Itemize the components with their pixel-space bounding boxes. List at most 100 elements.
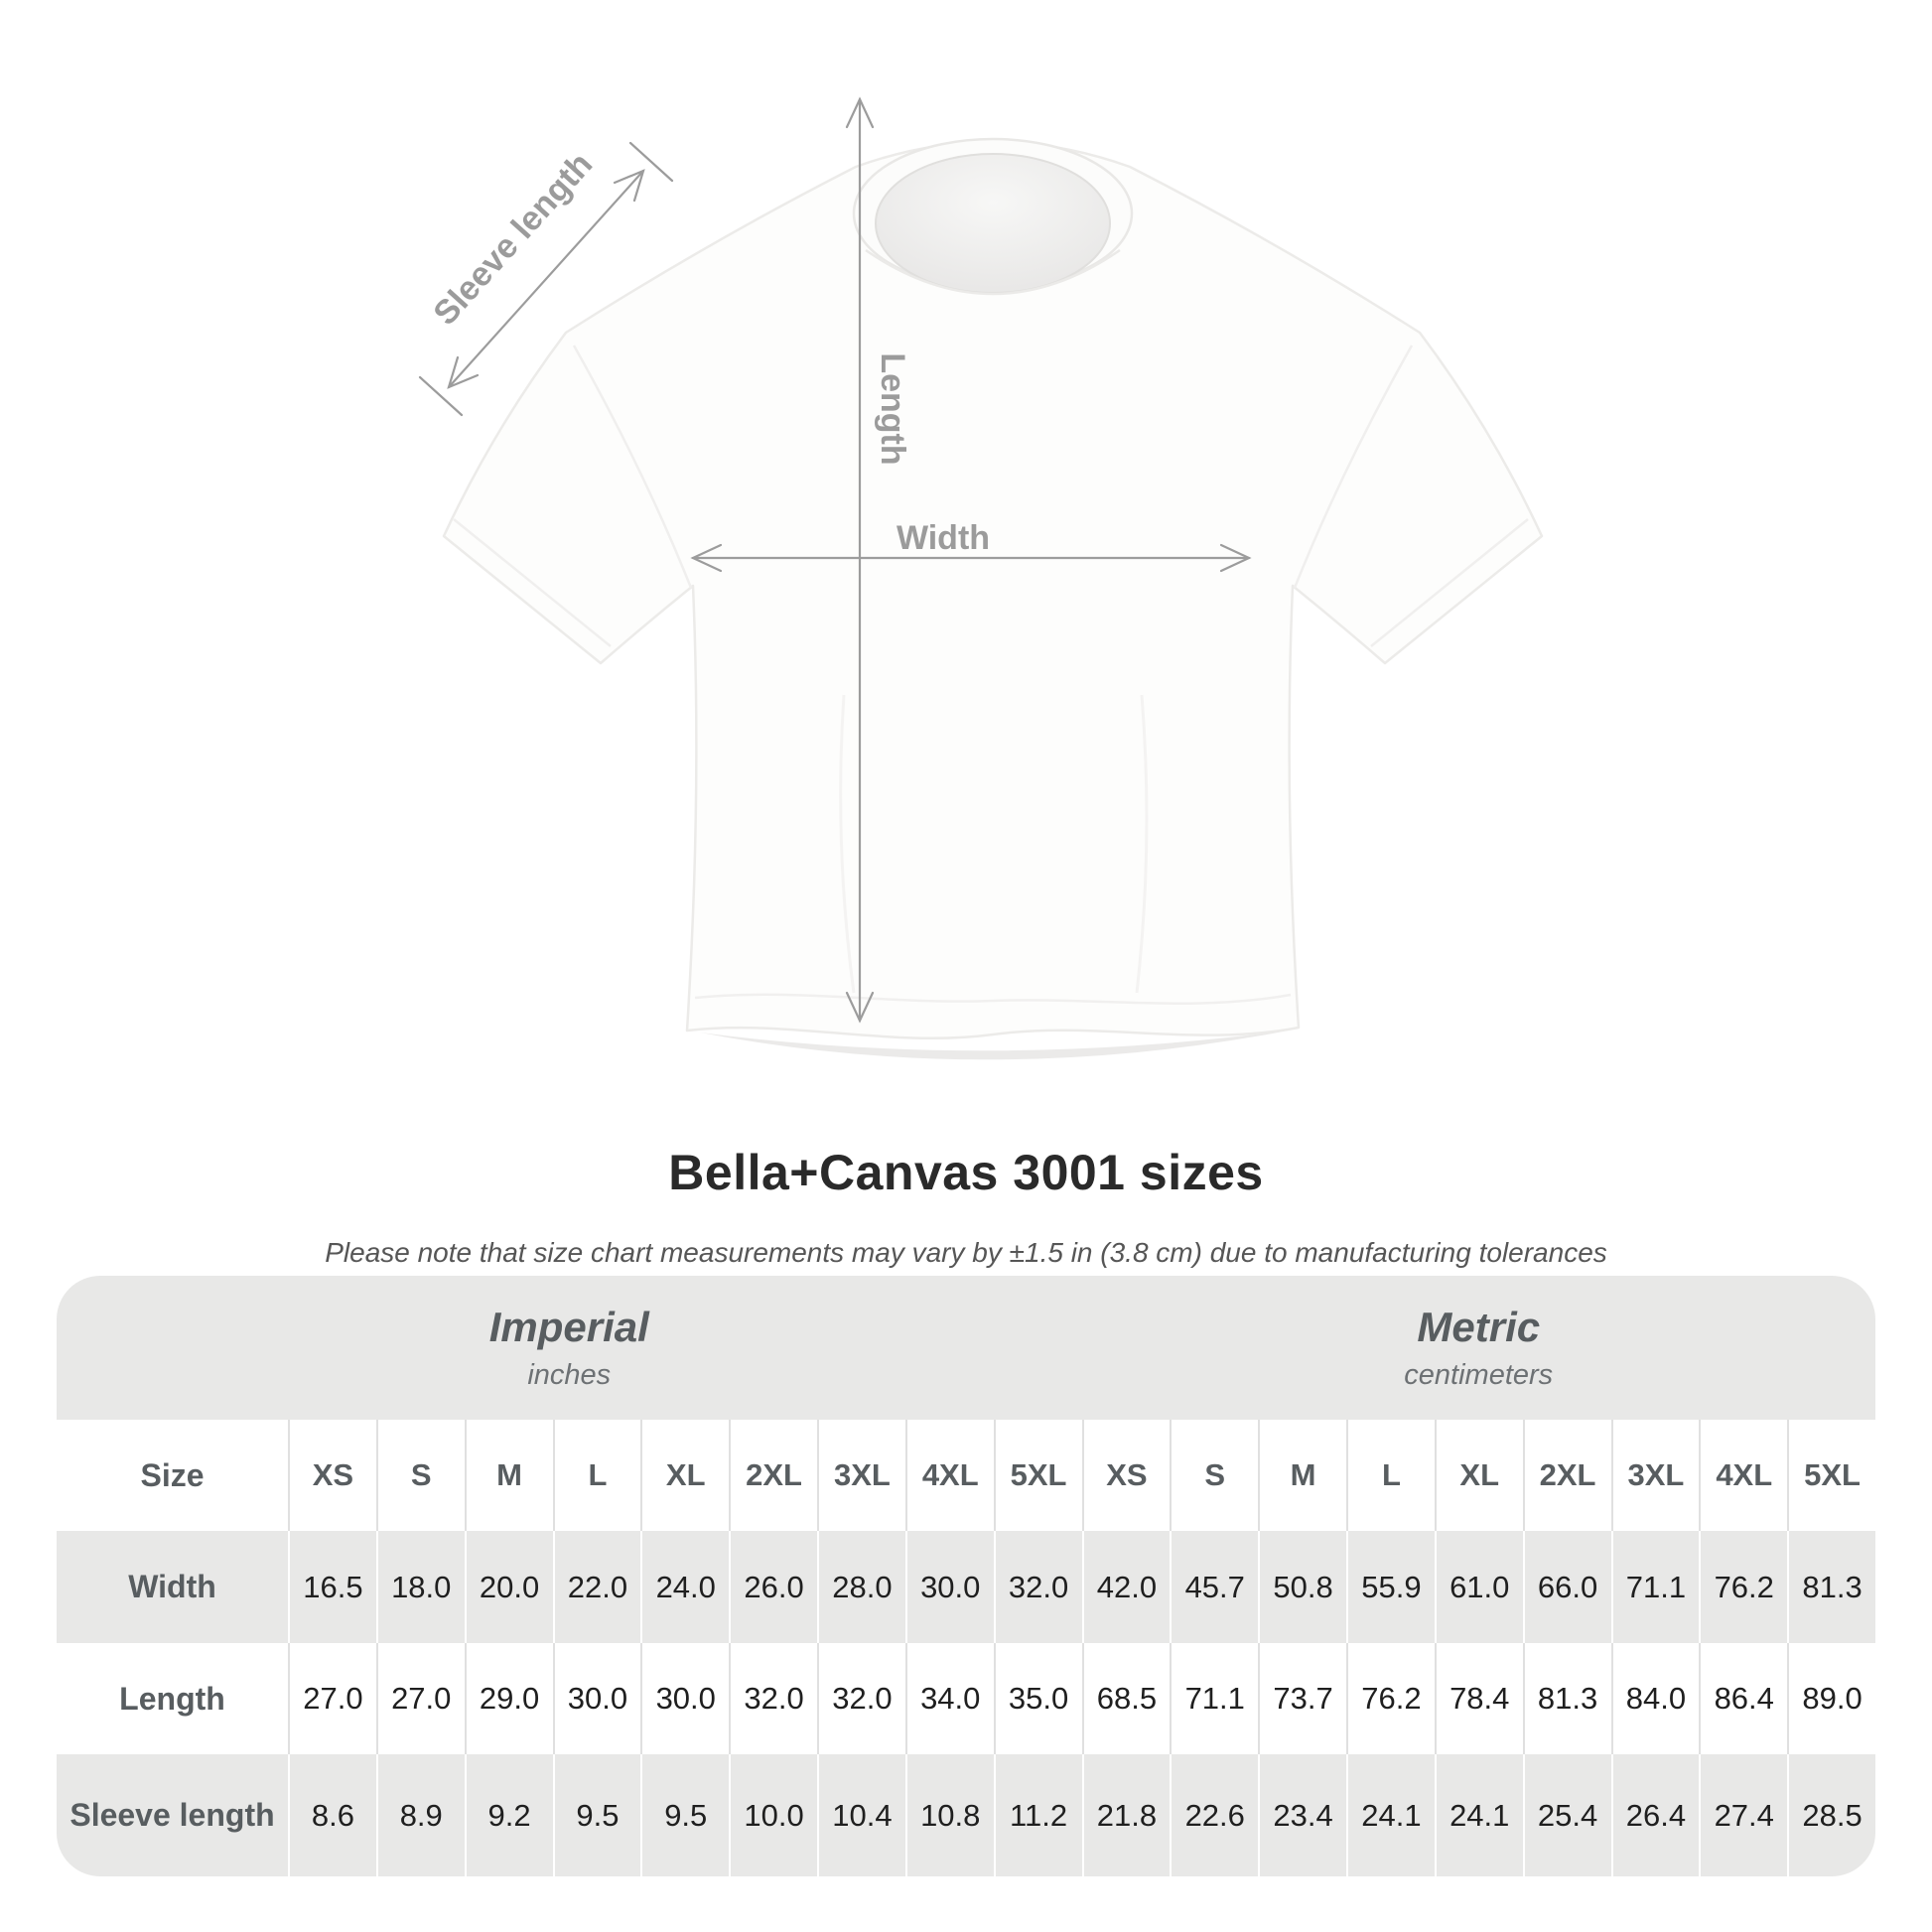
measurement-cell: 66.0 bbox=[1522, 1531, 1611, 1643]
wrinkle-right bbox=[1135, 694, 1149, 994]
hem-fold bbox=[694, 993, 1292, 1005]
measurement-cell: 24.1 bbox=[1434, 1754, 1523, 1876]
size-column-header: Size bbox=[57, 1420, 288, 1531]
measurement-cell: 18.0 bbox=[375, 1531, 465, 1643]
measurement-cell: 55.9 bbox=[1346, 1531, 1435, 1643]
measurement-cell: 34.0 bbox=[904, 1643, 994, 1754]
measurement-cell: 27.0 bbox=[375, 1643, 465, 1754]
measurement-cell: 9.5 bbox=[552, 1754, 641, 1876]
unit-group-imperial-sublabel: inches bbox=[527, 1359, 612, 1391]
measurement-cell: 76.2 bbox=[1346, 1643, 1435, 1754]
measurement-cell: 50.8 bbox=[1258, 1531, 1346, 1643]
measurement-cell: 71.1 bbox=[1170, 1643, 1259, 1754]
tshirt-illustration bbox=[442, 137, 1544, 1060]
measurement-cell: 35.0 bbox=[993, 1643, 1082, 1754]
size-header-cell: XS bbox=[1081, 1420, 1171, 1531]
armhole-seam-right bbox=[1293, 345, 1414, 589]
size-header-cell: L bbox=[1346, 1420, 1435, 1531]
measurement-cell: 28.5 bbox=[1787, 1754, 1875, 1876]
tshirt-diagram: Length Width Sleeve length bbox=[418, 96, 1544, 1060]
measurement-cell: 10.8 bbox=[904, 1754, 994, 1876]
measurement-cell: 25.4 bbox=[1522, 1754, 1611, 1876]
size-header-cell: 4XL bbox=[904, 1420, 994, 1531]
size-header-cell: S bbox=[375, 1420, 465, 1531]
size-header-cell: 3XL bbox=[1610, 1420, 1700, 1531]
measurement-cell: 26.0 bbox=[729, 1531, 817, 1643]
measurement-cell: 22.0 bbox=[552, 1531, 641, 1643]
measurement-cell: 27.4 bbox=[1699, 1754, 1788, 1876]
size-header-cell: XL bbox=[1434, 1420, 1523, 1531]
measurement-cell: 84.0 bbox=[1610, 1643, 1700, 1754]
size-header-cell: L bbox=[552, 1420, 641, 1531]
measurement-cell: 24.0 bbox=[640, 1531, 730, 1643]
width-label: Width bbox=[897, 519, 990, 557]
length-arrow bbox=[845, 96, 875, 1024]
measurement-cell: 11.2 bbox=[993, 1754, 1082, 1876]
measurement-cell: 24.1 bbox=[1346, 1754, 1435, 1876]
unit-group-imperial-label: Imperial bbox=[488, 1304, 649, 1350]
size-header-cell: S bbox=[1170, 1420, 1259, 1531]
measurement-cell: 32.0 bbox=[729, 1643, 817, 1754]
measurement-cell: 81.3 bbox=[1787, 1531, 1875, 1643]
measurement-cell: 22.6 bbox=[1170, 1754, 1259, 1876]
measurement-cell: 10.4 bbox=[817, 1754, 905, 1876]
measurement-cell: 20.0 bbox=[464, 1531, 553, 1643]
measurement-cell: 26.4 bbox=[1610, 1754, 1700, 1876]
unit-group-metric-sublabel: centimeters bbox=[1404, 1359, 1554, 1391]
measurement-cell: 32.0 bbox=[817, 1643, 905, 1754]
size-header-cell: M bbox=[464, 1420, 553, 1531]
page-subtitle: Please note that size chart measurements… bbox=[325, 1237, 1607, 1268]
measurement-cell: 23.4 bbox=[1258, 1754, 1346, 1876]
row-label: Sleeve length bbox=[57, 1754, 288, 1876]
size-header-cell: 3XL bbox=[817, 1420, 905, 1531]
measurement-cell: 78.4 bbox=[1434, 1643, 1523, 1754]
measurement-cell: 73.7 bbox=[1258, 1643, 1346, 1754]
measurement-cell: 9.2 bbox=[464, 1754, 553, 1876]
measurement-cell: 81.3 bbox=[1522, 1643, 1611, 1754]
measurement-cell: 16.5 bbox=[288, 1531, 376, 1643]
size-header-cell: M bbox=[1258, 1420, 1346, 1531]
measurement-cell: 45.7 bbox=[1170, 1531, 1259, 1643]
row-label: Length bbox=[57, 1643, 288, 1754]
size-header-cell: 5XL bbox=[993, 1420, 1082, 1531]
size-header-cell: 5XL bbox=[1787, 1420, 1875, 1531]
measurement-cell: 10.0 bbox=[729, 1754, 817, 1876]
measurement-cell: 21.8 bbox=[1081, 1754, 1171, 1876]
size-header-cell: 2XL bbox=[1522, 1420, 1611, 1531]
unit-group-metric: Metric centimeters bbox=[1081, 1276, 1875, 1420]
tshirt-body bbox=[442, 140, 1544, 1040]
size-header-cell: 4XL bbox=[1699, 1420, 1788, 1531]
unit-group-imperial: Imperial inches bbox=[57, 1276, 1082, 1420]
measurement-cell: 30.0 bbox=[552, 1643, 641, 1754]
width-arrow bbox=[690, 543, 1252, 573]
size-table: Imperial inches Metric centimeters Size … bbox=[57, 1276, 1875, 1876]
measurement-cell: 86.4 bbox=[1699, 1643, 1788, 1754]
collar-opening bbox=[875, 153, 1111, 294]
page-title: Bella+Canvas 3001 sizes bbox=[668, 1145, 1264, 1200]
measurement-cell: 30.0 bbox=[640, 1643, 730, 1754]
wrinkle-left bbox=[839, 694, 856, 994]
measurement-cell: 27.0 bbox=[288, 1643, 376, 1754]
collar-seam bbox=[865, 248, 1121, 296]
measurement-cell: 9.5 bbox=[640, 1754, 730, 1876]
measurement-cell: 8.9 bbox=[375, 1754, 465, 1876]
measurement-cell: 29.0 bbox=[464, 1643, 553, 1754]
sleeve-length-label: Sleeve length bbox=[426, 145, 600, 332]
length-label: Length bbox=[874, 352, 911, 465]
unit-group-metric-label: Metric bbox=[1417, 1304, 1541, 1350]
size-header-cell: XL bbox=[640, 1420, 730, 1531]
measurement-cell: 8.6 bbox=[288, 1754, 376, 1876]
armhole-seam-left bbox=[572, 345, 693, 589]
measurement-cell: 30.0 bbox=[904, 1531, 994, 1643]
measurement-cell: 76.2 bbox=[1699, 1531, 1788, 1643]
cuff-fold-left bbox=[453, 518, 612, 647]
size-header-cell: XS bbox=[288, 1420, 376, 1531]
measurement-cell: 89.0 bbox=[1787, 1643, 1875, 1754]
measurement-cell: 61.0 bbox=[1434, 1531, 1523, 1643]
size-header-cell: 2XL bbox=[729, 1420, 817, 1531]
row-label: Width bbox=[57, 1531, 288, 1643]
measurement-cell: 68.5 bbox=[1081, 1643, 1171, 1754]
sleeve-length-arrow bbox=[418, 141, 674, 417]
measurement-cell: 28.0 bbox=[817, 1531, 905, 1643]
